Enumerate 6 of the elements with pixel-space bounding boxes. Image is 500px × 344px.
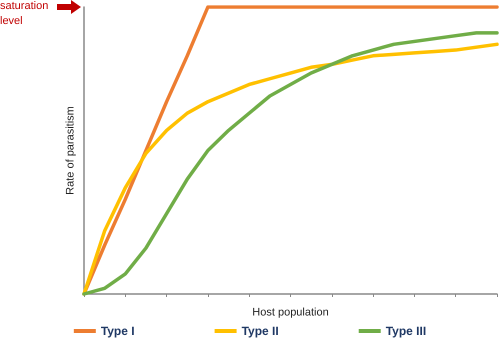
legend-label: Type II	[242, 324, 279, 338]
x-axis-title: Host population	[252, 306, 329, 318]
y-axis-title: Rate of parasitism	[64, 106, 76, 195]
text: saturation level	[0, 0, 50, 29]
legend-label: Type I	[100, 324, 135, 338]
legend-label: Type III	[386, 324, 426, 338]
